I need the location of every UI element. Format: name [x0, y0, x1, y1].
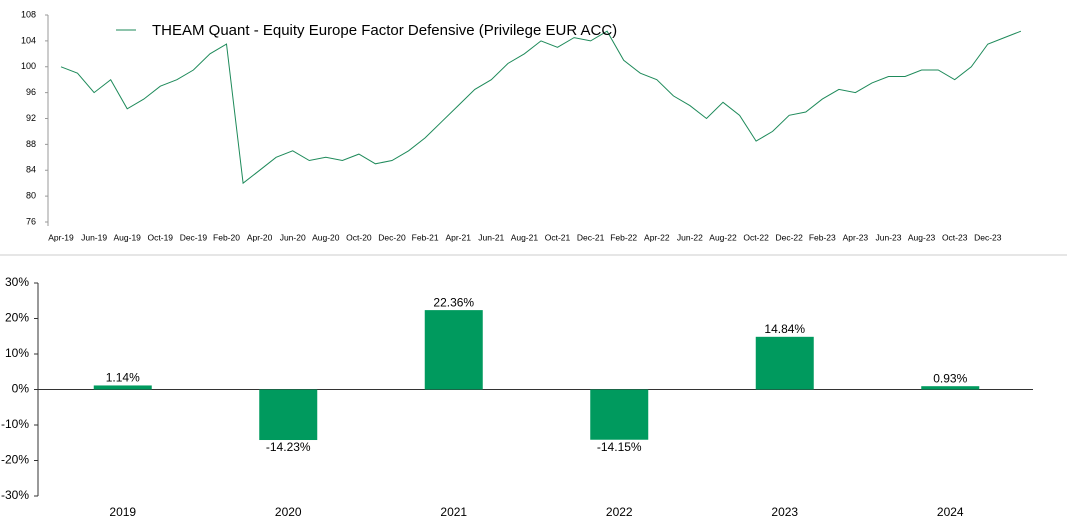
value-label: -14.23%	[266, 440, 311, 454]
x-tick-label: Apr-19	[48, 232, 74, 242]
y-tick-label: 80	[26, 191, 36, 201]
y-tick-label: 20%	[5, 311, 29, 325]
y-tick-label: 30%	[5, 275, 29, 289]
x-tick-label: 2023	[771, 505, 798, 518]
x-tick-label: Oct-23	[942, 232, 968, 242]
x-tick-label: Feb-21	[412, 232, 439, 242]
y-tick-label: 100	[21, 61, 36, 71]
x-tick-label: Aug-22	[709, 232, 737, 242]
bar	[93, 385, 152, 390]
y-tick-label: 76	[26, 216, 36, 226]
x-tick-label: Jun-20	[280, 232, 306, 242]
x-tick-label: 2024	[937, 505, 964, 518]
x-tick-label: Dec-22	[775, 232, 803, 242]
x-tick-label: Jun-19	[81, 232, 107, 242]
x-tick-label: Oct-19	[148, 232, 174, 242]
y-tick-label: -20%	[1, 453, 29, 467]
x-tick-label: 2019	[109, 505, 136, 518]
x-tick-label: 2021	[440, 505, 467, 518]
x-tick-label: Apr-21	[445, 232, 471, 242]
x-tick-label: Aug-23	[908, 232, 936, 242]
bar	[921, 386, 980, 390]
x-tick-label: Apr-20	[247, 232, 273, 242]
bar	[259, 389, 318, 441]
y-tick-label: 84	[26, 165, 36, 175]
x-tick-label: Oct-22	[743, 232, 769, 242]
x-tick-label: Feb-20	[213, 232, 240, 242]
x-tick-label: Dec-21	[577, 232, 605, 242]
x-tick-label: Dec-20	[378, 232, 406, 242]
x-tick-label: Feb-22	[610, 232, 637, 242]
bar	[590, 389, 649, 440]
x-tick-label: Jun-21	[478, 232, 504, 242]
line-series	[60, 30, 1022, 185]
x-tick-label: Aug-21	[511, 232, 539, 242]
x-tick-label: Dec-19	[180, 232, 208, 242]
legend-label: THEAM Quant - Equity Europe Factor Defen…	[152, 22, 617, 39]
y-tick-label: 88	[26, 139, 36, 149]
value-label: 22.36%	[433, 295, 474, 309]
x-tick-label: Feb-23	[809, 232, 836, 242]
y-tick-label: 10%	[5, 346, 29, 360]
bar	[755, 336, 814, 390]
x-tick-label: Aug-19	[113, 232, 141, 242]
value-label: 1.14%	[106, 371, 140, 385]
value-label: 14.84%	[764, 322, 805, 336]
x-tick-label: Apr-23	[843, 232, 869, 242]
y-tick-label: 104	[21, 35, 36, 45]
x-tick-label: Apr-22	[644, 232, 670, 242]
y-tick-label: 96	[26, 87, 36, 97]
y-tick-label: -10%	[1, 417, 29, 431]
x-tick-label: Oct-20	[346, 232, 372, 242]
y-tick-label: -30%	[1, 488, 29, 502]
x-tick-label: Oct-21	[545, 232, 571, 242]
x-tick-label: Jun-22	[677, 232, 703, 242]
x-tick-label: Aug-20	[312, 232, 340, 242]
value-label: 0.93%	[933, 371, 967, 385]
value-label: -14.15%	[597, 440, 642, 454]
x-tick-label: Dec-23	[974, 232, 1002, 242]
x-tick-label: 2020	[275, 505, 302, 518]
y-tick-label: 92	[26, 113, 36, 123]
x-tick-label: Jun-23	[876, 232, 902, 242]
y-tick-label: 108	[21, 9, 36, 19]
bar	[424, 310, 483, 390]
x-tick-label: 2022	[606, 505, 633, 518]
y-tick-label: 0%	[12, 382, 30, 396]
